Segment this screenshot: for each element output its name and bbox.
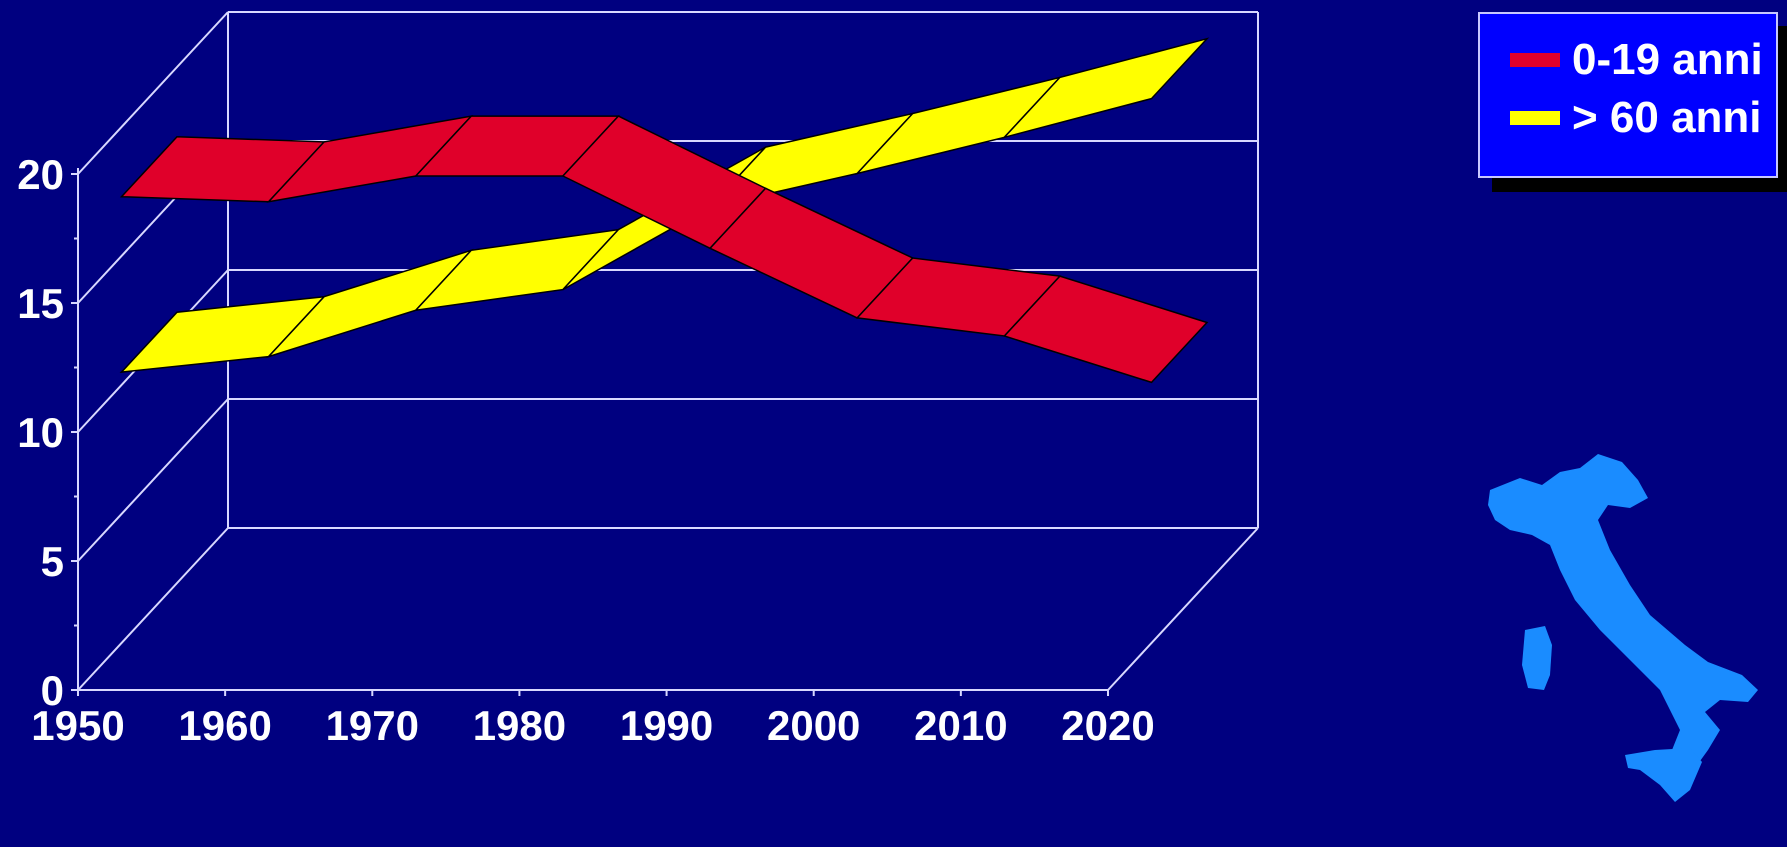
series-ribbon-0 [119,114,1209,384]
x-tick-label: 1950 [31,702,124,749]
x-tick-label: 1980 [473,702,566,749]
sardinia [1522,626,1552,690]
legend-label: 0-19 anni [1572,35,1763,84]
side-gridline [77,527,229,691]
chart-walls [77,11,1259,691]
legend-item-1: > 60 anni [1510,90,1762,146]
legend-swatch-yellow [1510,111,1560,125]
y-tick-label: 15 [17,280,64,327]
y-tick-label: 0 [41,667,64,714]
legend-swatch-red [1510,53,1560,67]
x-tick-label: 1970 [326,702,419,749]
y-axis: 0 5 10 15 20 [17,151,79,714]
x-axis: 1950 1960 1970 1980 1990 2000 2010 2020 [31,690,1155,749]
x-tick-label: 2010 [914,702,1007,749]
side-gridline [77,398,229,562]
y-tick-label: 5 [41,538,64,585]
italy-mainland [1488,454,1758,775]
y-tick-label: 20 [17,151,64,198]
x-tick-label: 2000 [767,702,860,749]
x-tick-label: 1990 [620,702,713,749]
ribbon-segment [1002,37,1210,139]
italy-map-icon [1488,454,1758,802]
legend: 0-19 anni > 60 anni [1478,12,1778,178]
y-tick-label: 10 [17,409,64,456]
sicily [1625,748,1702,802]
ribbon-segment [1003,275,1209,384]
legend-label: > 60 anni [1572,93,1762,142]
chart-series [119,37,1210,384]
side-gridline [77,11,229,175]
legend-item-0: 0-19 anni [1510,32,1763,88]
x-tick-label: 2020 [1061,702,1154,749]
x-tick-label: 1960 [178,702,271,749]
floor-right-edge [1107,527,1259,691]
